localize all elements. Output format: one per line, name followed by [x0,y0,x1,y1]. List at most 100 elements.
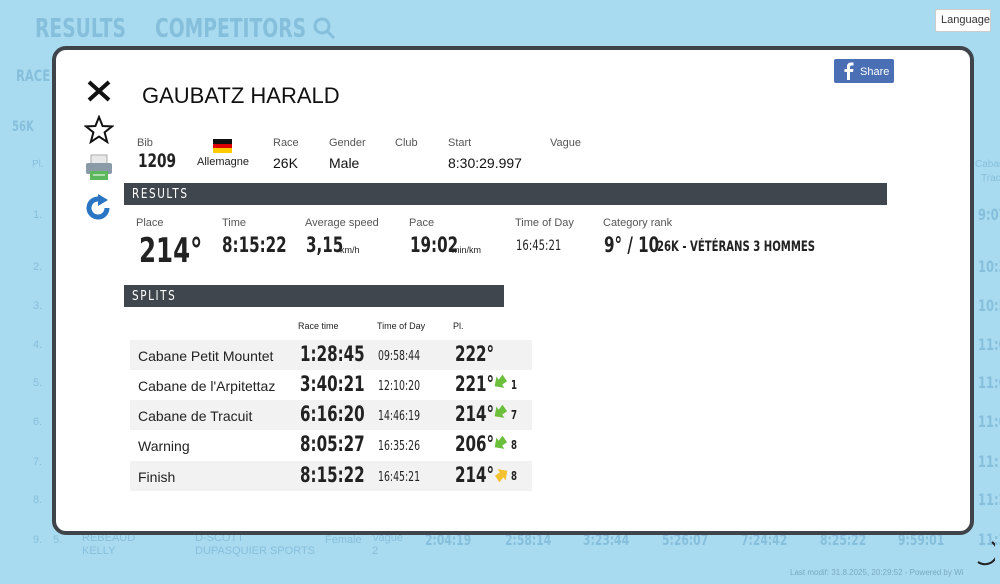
split-name: Cabane de Tracuit [138,408,253,424]
pace-unit: min/km [452,245,481,255]
favorite-icon[interactable] [84,115,114,145]
split-name: Cabane de l'Arpitettaz [138,378,276,394]
split-name: Cabane Petit Mountet [138,348,274,364]
split-change: 8 [511,438,518,452]
split-time: 10:5 [978,296,1000,315]
col-right: Trac [981,173,1000,184]
split-time-of-day: 16:45:21 [378,470,421,485]
split-name: Warning [138,438,190,454]
race-label: RACE [16,66,51,85]
split-place: 222° [455,342,495,366]
split-time: 2:58:14 [505,531,552,549]
split-row-bg [130,340,532,370]
info-label: Race [273,137,299,149]
footer: Last modif: 31.8.2025, 20:29:52 - Powere… [790,568,964,577]
result-label: Average speed [305,217,379,229]
result-label: Pace [409,217,435,229]
runner-name: KELLY [82,545,116,557]
split-race-time: 6:16:20 [300,402,365,426]
info-label: Club [395,137,418,149]
split-race-time: 8:05:27 [300,432,365,456]
club: DUPASQUIER SPORTS [195,545,316,557]
result-label: Time of Day [515,217,574,229]
col-pl: Pl. [32,159,44,170]
splits-header: Time of Day [377,321,426,331]
result-label: Time [222,217,247,229]
info-label: Gender [329,137,366,149]
arrow-loss [494,469,508,482]
split-row-bg [130,400,532,430]
print-icon[interactable] [84,154,114,182]
row-number: 3. [33,300,43,312]
country: Allemagne [197,156,249,168]
pace: 19:02 [410,233,459,257]
row-number: 4. [33,339,43,351]
split-change: 8 [511,469,518,483]
arrow-gain [494,436,508,449]
distance-label: 56K [12,119,34,135]
split-row-bg [130,461,532,491]
split-time: 5:26:07 [662,531,709,549]
tab-results[interactable]: RESULTS [35,14,126,44]
race: 26K [273,155,298,171]
arrow-gain [494,375,508,388]
category-rank: 9° / 10 [604,233,660,257]
split-time: 11:0 [978,373,1000,392]
split-place: 206° [455,432,495,456]
close-icon[interactable] [86,79,112,103]
results-bar: RESULTS [124,183,887,205]
arrow-gain [494,405,508,418]
split-time: 9:59:01 [898,531,945,549]
info-label: Vague [550,137,581,149]
speed: 3,15 [306,233,344,257]
start: 8:30:29.997 [448,155,522,171]
cat-rank: 5. [53,534,63,546]
split-time-of-day: 14:46:19 [378,409,421,424]
language-button[interactable]: Language [935,9,991,32]
results-title: RESULTS [132,187,189,202]
row-number: 6. [33,416,43,428]
split-place: 214° [455,463,495,487]
split-time: 9:07 [978,205,1000,224]
gender: Male [329,155,360,171]
split-time: 11:2 [978,490,1000,509]
split-race-time: 3:40:21 [300,372,365,396]
split-race-time: 8:15:22 [300,463,365,487]
result-label: Category rank [603,217,673,229]
row-number: 5. [33,377,43,389]
refresh-icon[interactable] [85,194,113,222]
loading-spinner [977,541,995,566]
split-time: 11:1 [978,452,1000,471]
splits-title: SPLITS [132,289,177,304]
split-time: 8:25:22 [820,531,867,549]
runner-name: REBEAUD [82,532,136,544]
flag-germany [213,139,232,153]
splits-bar: SPLITS [124,285,504,307]
row-number: 8. [33,494,43,506]
row-number: 9. [33,534,43,546]
place: 214° [139,231,203,271]
search-icon[interactable] [312,16,336,40]
split-place: 221° [455,372,495,396]
time: 8:15:22 [222,233,287,257]
splits-header: Race time [298,321,339,331]
split-time: 10:3 [978,257,1000,276]
split-change: 1 [511,378,518,392]
vague: Vague [372,532,403,544]
runner-name: GAUBATZ HARALD [142,83,340,108]
split-time-of-day: 12:10:20 [378,379,421,394]
result-label: Place [136,217,164,229]
share-button[interactable]: Share [834,59,894,83]
share-label: Share [860,66,890,78]
info-label: Start [448,137,472,149]
split-time: 11:0 [978,412,1000,431]
row-number: 1. [33,209,43,221]
tab-competitors[interactable]: COMPETITORS [155,14,307,44]
gender: Female [325,534,362,546]
speed-unit: km/h [340,245,360,255]
facebook-icon [844,62,854,80]
info-label: Bib [137,137,153,149]
col-right: Caban [975,159,1000,170]
split-time: 11:0 [978,335,1000,354]
